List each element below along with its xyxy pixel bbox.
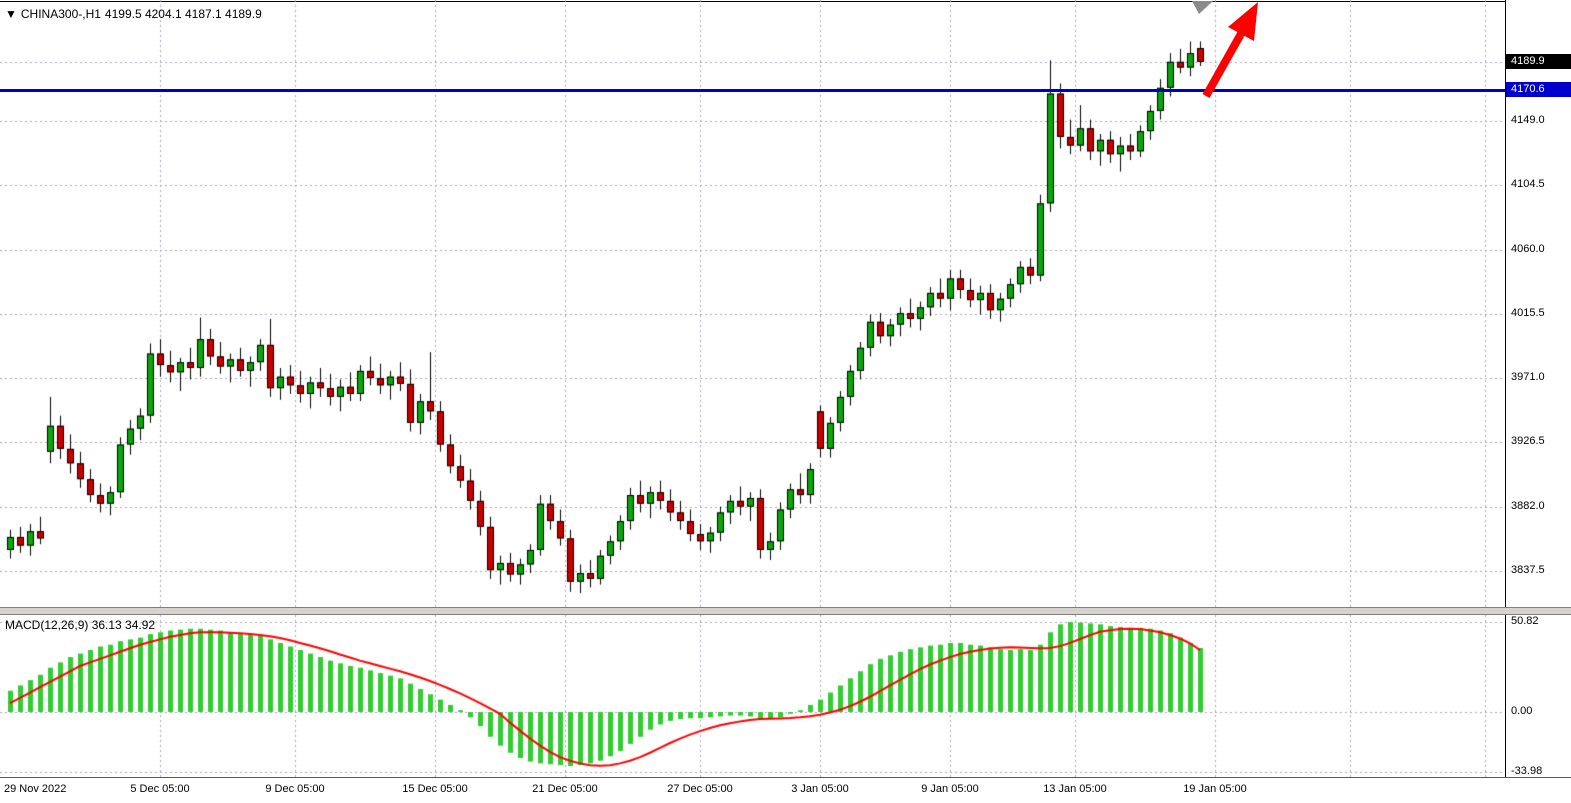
trend-arrow-annotation[interactable] [1202, 2, 1258, 98]
time-axis-label: 29 Nov 2022 [4, 783, 67, 795]
price-chart-area[interactable]: ▼ CHINA300-,H1 4199.5 4204.1 4187.1 4189.9 [0, 0, 1505, 607]
price-axis-label: 3837.5 [1511, 564, 1545, 576]
current-price-badge: 4189.9 [1506, 54, 1571, 69]
time-axis-label: 15 Dec 05:00 [402, 783, 468, 795]
time-axis-label: 3 Jan 05:00 [791, 783, 849, 795]
price-axis-label: 3882.0 [1511, 500, 1545, 512]
gray-marker-icon[interactable] [1192, 1, 1213, 14]
price-axis-label: 4015.5 [1511, 307, 1545, 319]
price-axis-label: 4104.5 [1511, 178, 1545, 190]
time-axis-label: 19 Jan 05:00 [1183, 783, 1247, 795]
axis-border-line [1505, 0, 1506, 777]
price-axis[interactable]: 4189.9 4170.6 4149.0 4104.5 4060.0 4015.5 39… [1506, 0, 1571, 777]
horizontal-line[interactable] [0, 89, 1505, 92]
time-axis-label: 9 Dec 05:00 [265, 783, 325, 795]
macd-axis-label: 0.00 [1511, 705, 1533, 717]
price-axis-label: 3926.5 [1511, 435, 1545, 447]
hline-price-badge: 4170.6 [1506, 82, 1571, 97]
symbol-dropdown-icon: ▼ [5, 7, 17, 21]
price-axis-label: 4149.0 [1511, 114, 1545, 126]
arrow-shaft[interactable] [1202, 30, 1246, 98]
time-axis-label: 21 Dec 05:00 [532, 783, 598, 795]
macd-axis-label: 50.82 [1511, 615, 1539, 627]
symbol-name: CHINA300-,H1 [20, 7, 101, 21]
symbol-header: ▼ CHINA300-,H1 4199.5 4204.1 4187.1 4189.9 [5, 7, 266, 21]
macd-axis-label: -33.98 [1511, 765, 1543, 777]
macd-canvas[interactable] [0, 615, 1505, 777]
price-chart-canvas[interactable] [0, 0, 1505, 607]
symbol-ohlc: 4199.5 4204.1 4187.1 4189.9 [104, 7, 262, 21]
macd-indicator-label: MACD(12,26,9) 36.13 34.92 [5, 618, 156, 632]
arrow-head-icon[interactable] [1228, 2, 1258, 41]
price-axis-label: 4060.0 [1511, 243, 1545, 255]
time-axis-label: 9 Jan 05:00 [921, 783, 979, 795]
price-axis-label: 3971.0 [1511, 371, 1545, 383]
time-axis[interactable]: 29 Nov 2022 5 Dec 05:00 9 Dec 05:00 15 Dec … [0, 777, 1571, 803]
panel-divider[interactable] [0, 607, 1571, 615]
macd-panel[interactable]: MACD(12,26,9) 36.13 34.92 [0, 615, 1505, 777]
annotation-overlay [1192, 1, 1258, 98]
time-axis-label: 13 Jan 05:00 [1043, 783, 1107, 795]
time-axis-label: 5 Dec 05:00 [130, 783, 190, 795]
time-axis-label: 27 Dec 05:00 [667, 783, 733, 795]
